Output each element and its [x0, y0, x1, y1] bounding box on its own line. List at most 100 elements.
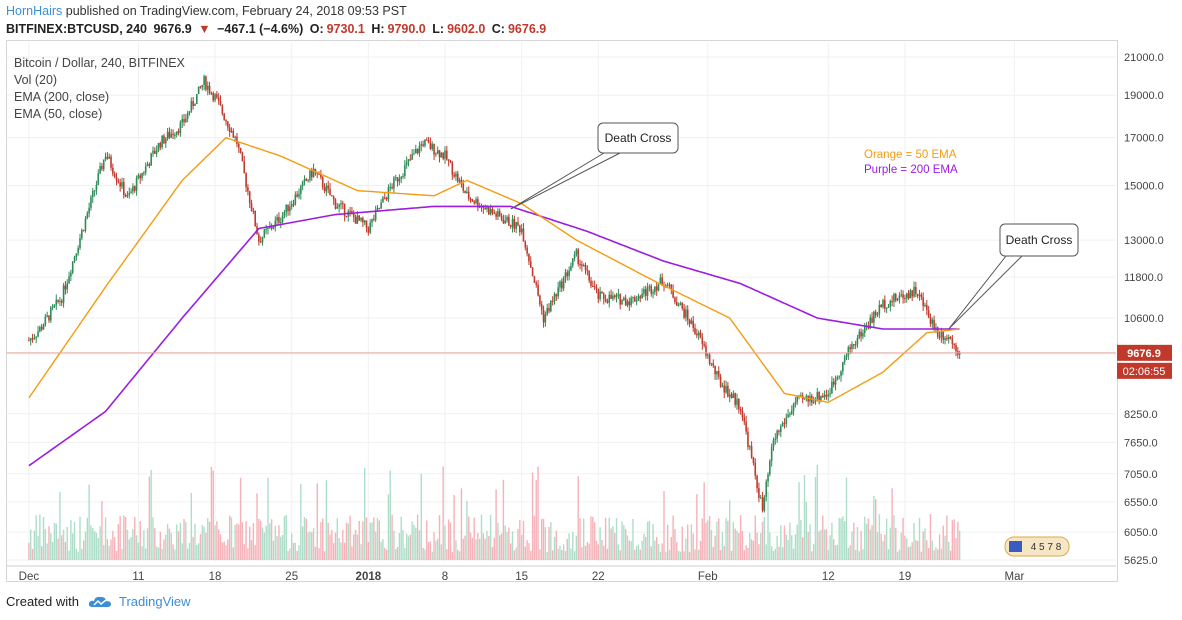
volume-bar — [404, 548, 406, 560]
ema50-line — [28, 136, 960, 404]
candle-body — [659, 277, 662, 285]
candle-body — [732, 393, 735, 398]
volume-bar — [612, 526, 614, 560]
candle-body — [564, 272, 567, 278]
candle-body — [880, 304, 882, 308]
volume-bar — [475, 539, 477, 560]
candle-body — [637, 296, 640, 301]
volume-bar — [170, 533, 172, 560]
volume-bar — [581, 547, 583, 560]
volume-bar — [838, 518, 840, 560]
volume-bar — [39, 514, 41, 560]
volume-bar — [190, 492, 193, 560]
volume-bar — [385, 549, 388, 560]
volume-bar — [201, 525, 203, 560]
volume-bar — [455, 540, 457, 560]
candle-body — [68, 276, 70, 284]
volume-bar — [305, 518, 307, 560]
volume-bar — [652, 523, 654, 560]
candle-body — [205, 76, 207, 90]
volume-bar — [329, 534, 331, 560]
volume-bar — [68, 550, 70, 560]
candle-body — [531, 267, 534, 277]
candle-body — [331, 195, 333, 197]
candle-body — [28, 340, 30, 342]
volume-bar — [685, 538, 687, 560]
candle-body — [761, 497, 764, 511]
low-label: L: — [432, 22, 445, 36]
volume-bar — [513, 550, 516, 560]
tradingview-link[interactable]: TradingView — [118, 594, 191, 609]
volume-bar — [820, 529, 822, 560]
candle-body — [62, 285, 65, 303]
candle-body — [920, 294, 923, 298]
legend-ema200[interactable]: EMA (200, close) — [14, 90, 110, 104]
volume-bar — [621, 521, 623, 560]
candle-body — [383, 197, 386, 199]
volume-bar — [97, 537, 99, 560]
volume-bar — [862, 549, 864, 560]
volume-bar — [384, 547, 386, 560]
volume-bar — [407, 536, 410, 560]
candle-body — [878, 304, 881, 315]
volume-bar — [239, 477, 242, 560]
volume-bar — [526, 540, 528, 560]
candle-body — [489, 209, 492, 215]
volume-bar — [331, 530, 333, 560]
volume-bar — [353, 534, 355, 560]
candle-body — [796, 396, 799, 403]
candle-body — [101, 166, 103, 170]
candle-body — [831, 381, 833, 394]
candle-body — [911, 290, 913, 297]
volume-bar — [270, 519, 273, 560]
candle-body — [144, 166, 147, 173]
author-link[interactable]: HornHairs — [6, 4, 63, 18]
candle-body — [792, 404, 795, 411]
candle-body — [652, 292, 654, 294]
volume-bar — [223, 541, 225, 560]
volume-bar — [81, 549, 83, 560]
candle-body — [396, 177, 399, 182]
candle-body — [478, 207, 481, 209]
volume-bar — [814, 477, 817, 560]
candle-body — [738, 399, 740, 410]
candle-body — [628, 301, 631, 306]
candle-body — [581, 264, 583, 267]
candle-body — [546, 307, 548, 315]
volume-bar — [542, 518, 545, 560]
candle-body — [81, 230, 83, 239]
volume-bar — [654, 540, 656, 560]
candle-body — [511, 219, 514, 227]
candle-body — [473, 201, 475, 204]
candle-body — [164, 138, 167, 144]
volume-bar — [876, 532, 879, 560]
volume-bar — [570, 548, 572, 560]
candle-body — [754, 462, 757, 476]
candle-body — [517, 222, 519, 226]
volume-bar — [524, 546, 526, 560]
candle-body — [405, 161, 408, 166]
candle-body — [894, 294, 897, 301]
candle-body — [31, 338, 34, 340]
volume-bar — [382, 539, 384, 560]
candle-body — [573, 254, 576, 259]
candle-body — [433, 143, 435, 155]
candle-body — [88, 207, 90, 214]
legend-ema50[interactable]: EMA (50, close) — [14, 107, 103, 121]
volume-bar — [641, 540, 643, 560]
candle-body — [93, 190, 96, 192]
volume-bar — [683, 551, 685, 560]
volume-bar — [823, 529, 826, 560]
candle-body — [885, 307, 888, 309]
candle-body — [743, 417, 746, 422]
candle-body — [497, 211, 499, 217]
volume-bar — [725, 518, 727, 560]
volume-bar — [741, 530, 744, 560]
candle-body — [477, 199, 479, 208]
candle-body — [157, 142, 160, 151]
legend-volume[interactable]: Vol (20) — [14, 73, 58, 87]
candle-body — [535, 282, 538, 285]
flag-icon — [1009, 541, 1022, 552]
candle-body — [404, 165, 406, 176]
